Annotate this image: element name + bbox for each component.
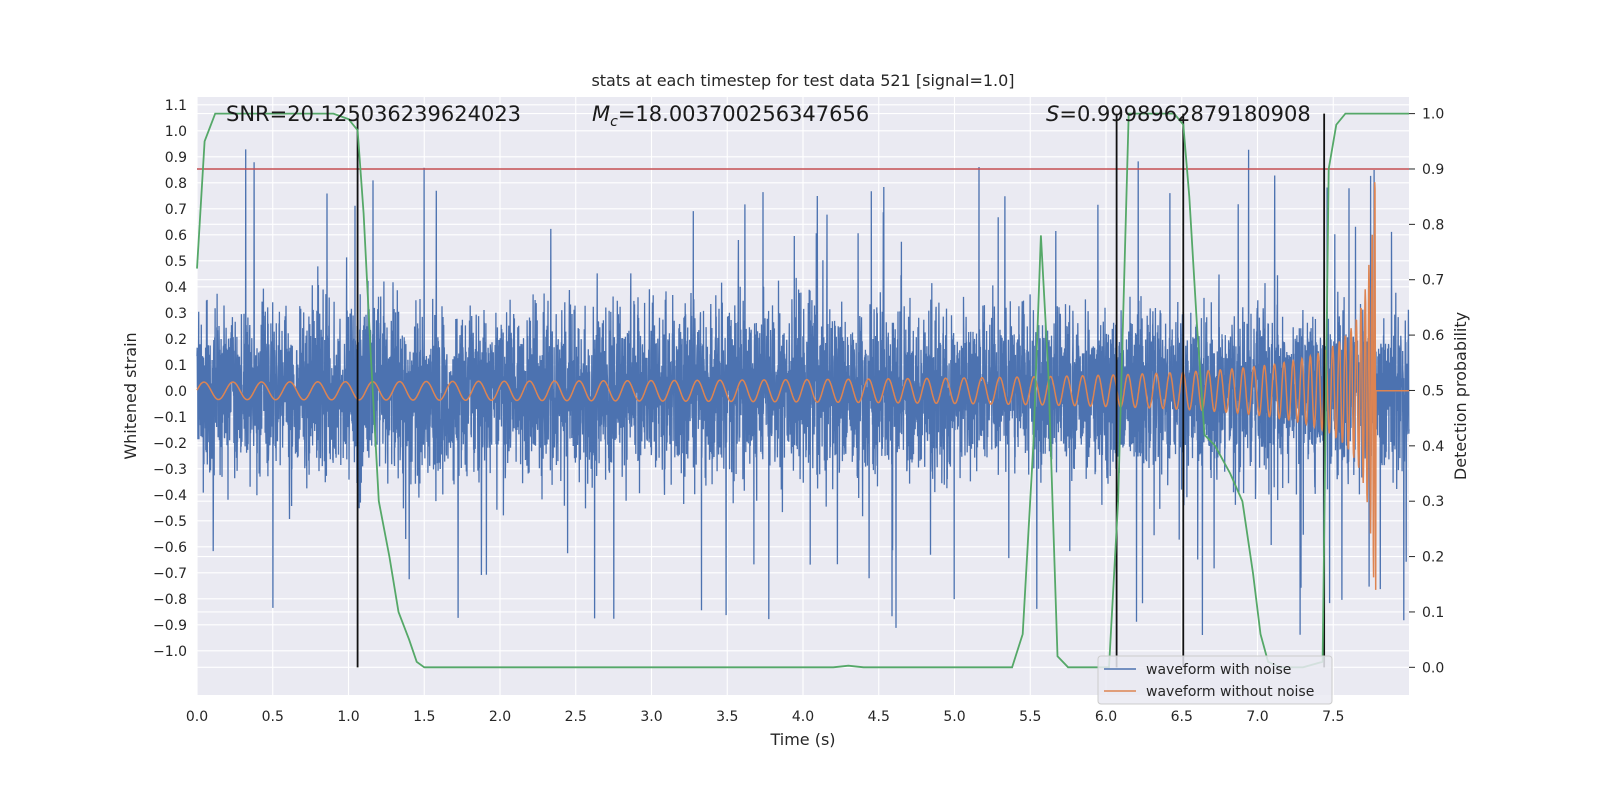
y-tick-label: 0.3 [165,306,187,322]
y2-tick-label: 0.2 [1422,550,1444,566]
y2-tick-label: 0.5 [1422,383,1444,399]
y2-axis-ticks: 1.0 0.9 0.8 0.7 0.6 0.5 0.4 0.3 0.2 0.1 0.0 [1409,107,1444,676]
x-tick-label: 7.0 [1246,709,1268,725]
y-tick-label: −0.1 [153,410,187,426]
x-tick-label: 1.5 [413,709,435,725]
x-tick-label: 7.5 [1322,709,1344,725]
y-tick-label: 0.6 [165,228,187,244]
x-tick-label: 0.0 [186,709,208,725]
clean-waveform-line [196,182,1409,590]
x-tick-label: 5.0 [943,709,965,725]
x-tick-label: 4.5 [868,709,890,725]
y-tick-label: 0.5 [165,254,187,270]
y-tick-label: 1.1 [165,98,187,114]
y-tick-label: −0.5 [153,514,187,530]
y2-tick-label: 0.0 [1422,660,1444,676]
x-tick-label: 3.5 [716,709,738,725]
y2-tick-label: 1.0 [1422,107,1444,123]
x-tick-label: 6.0 [1095,709,1117,725]
y-tick-label: −0.8 [153,592,187,608]
noisy-waveform-line [196,149,1410,636]
x-tick-label: 3.0 [640,709,662,725]
y2-tick-label: 0.3 [1422,494,1444,510]
y-tick-label: 0.4 [165,280,187,296]
snr-annotation: SNR=20.125036239624023 [226,102,521,126]
x-tick-label: 2.5 [565,709,587,725]
y2-tick-label: 0.1 [1422,605,1444,621]
y-tick-label: −0.6 [153,540,187,556]
y2-tick-label: 0.4 [1422,439,1444,455]
y-tick-label: 0.7 [165,202,187,218]
y2-axis-label: Detection probability [1451,312,1470,480]
y-tick-label: −0.3 [153,462,187,478]
y-tick-label: 0.9 [165,150,187,166]
legend-box [1097,655,1333,705]
y-tick-label: −1.0 [153,644,187,660]
x-tick-label: 5.5 [1019,709,1041,725]
y2-tick-label: 0.8 [1422,217,1444,233]
y2-tick-label: 0.7 [1422,273,1444,289]
chirp-mass-annotation: Mc=18.003700256347656 [592,102,869,130]
y-tick-label: −0.2 [153,436,187,452]
probability-line [196,112,1409,669]
x-axis-ticks: 0.0 0.5 1.0 1.5 2.0 2.5 3.0 3.5 4.0 4.5 5.0 5.5 6.0 6… [186,709,1345,725]
y-tick-label: −0.9 [153,618,187,634]
y-tick-label: −0.7 [153,566,187,582]
y-tick-label: −0.4 [153,488,187,504]
x-tick-label: 0.5 [262,709,284,725]
x-tick-label: 2.0 [489,709,511,725]
y-tick-label: 0.1 [165,358,187,374]
x-tick-label: 4.0 [792,709,814,725]
legend-label-noise: waveform with noise [1146,662,1291,678]
s-annotation: S=0.9998962879180908 [1046,102,1311,126]
y-tick-label: 1.0 [165,124,187,140]
chart-title: stats at each timestep for test data 521… [591,71,1014,90]
y-tick-label: 0.2 [165,332,187,348]
y-axis-ticks: 1.1 1.0 0.9 0.8 0.7 0.6 0.5 0.4 0.3 0.2 0.1 0.0 −0.1… [153,98,187,660]
y-tick-label: 0.0 [165,384,187,400]
x-axis-label: Time (s) [769,730,835,749]
legend: waveform with noise waveform without noi… [1097,655,1333,705]
x-tick-label: 1.0 [337,709,359,725]
x-tick-label: 6.5 [1171,709,1193,725]
y2-tick-label: 0.6 [1422,328,1444,344]
series-layer [196,112,1410,669]
y-axis-label: Whitened strain [121,332,140,459]
y2-tick-label: 0.9 [1422,162,1444,178]
y-tick-label: 0.8 [165,176,187,192]
legend-label-clean: waveform without noise [1146,684,1314,700]
